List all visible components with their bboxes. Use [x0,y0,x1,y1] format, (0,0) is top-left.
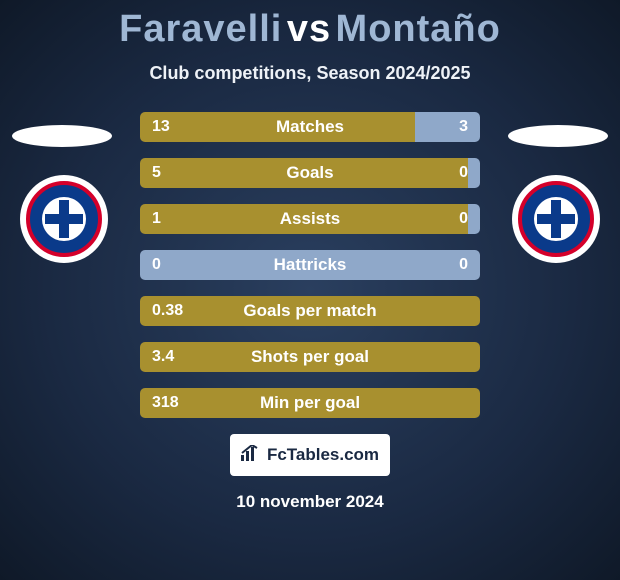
club-badge-right [518,181,594,257]
stat-label: Assists [280,209,340,229]
stat-label: Matches [276,117,344,137]
club-ellipse-left [12,125,112,147]
brand-text: FcTables.com [267,445,379,465]
stat-label: Goals per match [243,301,376,321]
badge-cross-h [537,214,575,224]
stat-right-value: 0 [459,164,468,182]
brand-box: FcTables.com [230,434,390,476]
player1-name: Faravelli [119,8,282,50]
stats-container: 133Matches50Goals10Assists00Hattricks0.3… [140,112,480,418]
stat-label: Min per goal [260,393,360,413]
stat-seg-right: 0 [468,204,480,234]
stat-left-value: 318 [152,394,179,412]
stat-row: 0 0 Hattricks [140,250,480,280]
stat-label: Goals [286,163,333,183]
club-ellipse-right [508,125,608,147]
stat-right-value: 0 [459,210,468,228]
stat-left-value: 0.38 [152,302,183,320]
stat-row: 0.38 Goals per match [140,296,480,326]
stat-left-value: 1 [152,210,161,228]
stat-left-value: 3.4 [152,348,174,366]
club-logo-right [512,175,600,263]
badge-cross-h [45,214,83,224]
stat-left-value: 5 [152,164,161,182]
title-row: Faravelli vs Montaño [0,0,620,51]
vs-text: vs [287,8,331,50]
stat-left-value: 0 [152,256,161,274]
stat-seg-right: 3 [415,112,480,142]
stat-seg-right: 0 [468,158,480,188]
stat-row: 13 3 Matches [140,112,480,142]
chart-icon [241,445,261,466]
stat-row: 3.4 Shots per goal [140,342,480,372]
stat-row: 1 0 Assists [140,204,480,234]
club-badge-left [26,181,102,257]
stat-label: Hattricks [274,255,347,275]
stat-left-value: 13 [152,118,170,136]
stat-right-value: 3 [459,118,468,136]
club-logo-left [20,175,108,263]
stat-label: Shots per goal [251,347,369,367]
stat-right-value: 0 [459,256,468,274]
subtitle: Club competitions, Season 2024/2025 [0,63,620,84]
date-text: 10 november 2024 [0,492,620,512]
player2-name: Montaño [336,8,501,50]
stat-row: 5 0 Goals [140,158,480,188]
stat-row: 318 Min per goal [140,388,480,418]
